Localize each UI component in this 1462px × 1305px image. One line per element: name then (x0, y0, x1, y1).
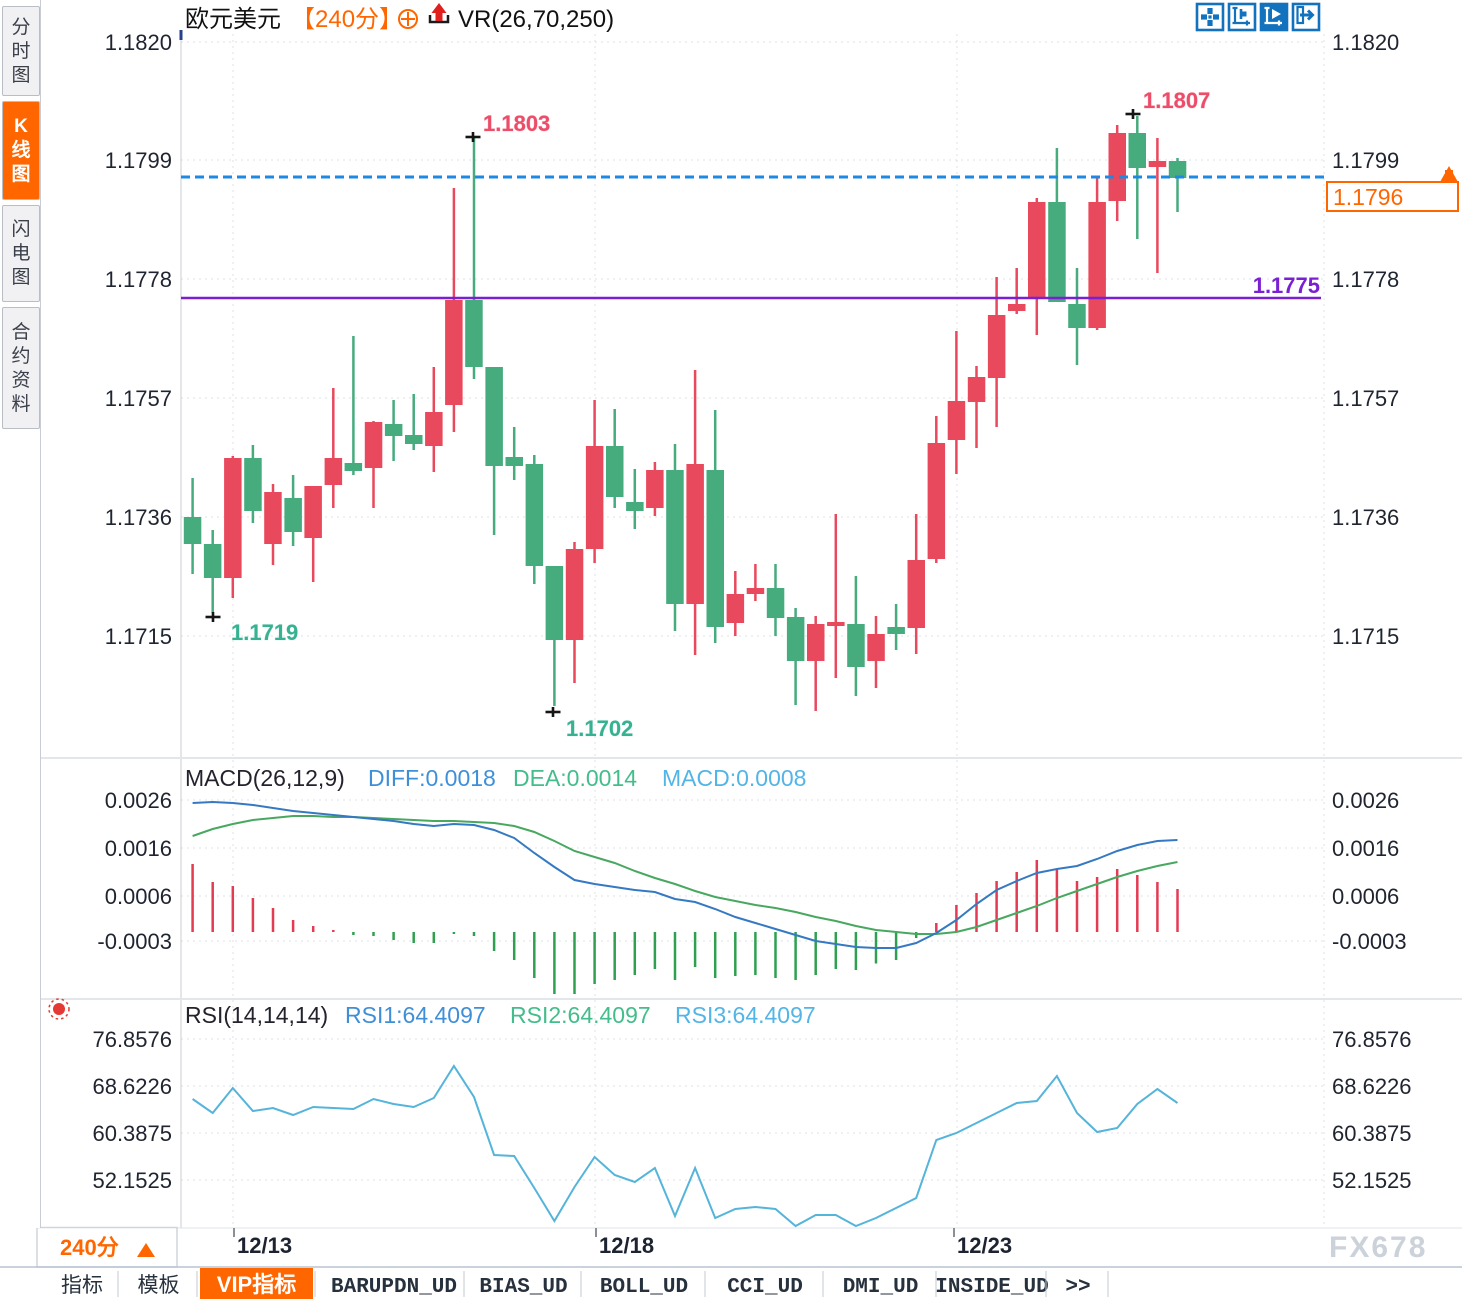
svg-text:-0.0003: -0.0003 (97, 929, 172, 954)
svg-text:BIAS_UD: BIAS_UD (479, 1276, 567, 1299)
svg-text:1.1820: 1.1820 (105, 30, 172, 55)
svg-text:1.1736: 1.1736 (105, 505, 172, 530)
svg-text:RSI(14,14,14): RSI(14,14,14) (185, 1002, 328, 1028)
svg-text:【240分】: 【240分】 (291, 6, 403, 33)
svg-text:60.3875: 60.3875 (92, 1121, 172, 1146)
svg-text:1.1715: 1.1715 (105, 624, 172, 649)
svg-text:1.1719: 1.1719 (231, 620, 298, 645)
svg-text:1.1702: 1.1702 (566, 716, 633, 741)
svg-text:VR(26,70,250): VR(26,70,250) (458, 6, 614, 33)
svg-text:欧元美元: 欧元美元 (185, 6, 281, 33)
svg-text:0.0016: 0.0016 (105, 836, 172, 861)
svg-text:RSI3:64.4097: RSI3:64.4097 (675, 1002, 816, 1028)
svg-text:DEA:0.0014: DEA:0.0014 (513, 765, 637, 791)
svg-text:RSI1:64.4097: RSI1:64.4097 (345, 1002, 486, 1028)
svg-text:52.1525: 52.1525 (1332, 1168, 1412, 1193)
svg-text:12/23: 12/23 (957, 1233, 1012, 1258)
svg-text:CCI_UD: CCI_UD (727, 1276, 803, 1299)
svg-text:52.1525: 52.1525 (92, 1168, 172, 1193)
svg-text:BARUPDN_UD: BARUPDN_UD (331, 1276, 457, 1299)
svg-text:76.8576: 76.8576 (92, 1027, 172, 1052)
svg-text:12/18: 12/18 (599, 1233, 654, 1258)
svg-text:1.1736: 1.1736 (1332, 505, 1399, 530)
svg-text:68.6226: 68.6226 (92, 1074, 172, 1099)
svg-text:1.1715: 1.1715 (1332, 624, 1399, 649)
svg-text:INSIDE_UD: INSIDE_UD (935, 1276, 1048, 1299)
svg-text:模板: 模板 (138, 1274, 180, 1297)
svg-text:1.1799: 1.1799 (105, 148, 172, 173)
svg-text:1.1778: 1.1778 (105, 267, 172, 292)
svg-text:60.3875: 60.3875 (1332, 1121, 1412, 1146)
svg-text:指标: 指标 (61, 1274, 103, 1297)
svg-text:1.1757: 1.1757 (105, 386, 172, 411)
svg-text:1.1799: 1.1799 (1332, 148, 1399, 173)
svg-text:DIFF:0.0018: DIFF:0.0018 (368, 765, 496, 791)
svg-text:1.1807: 1.1807 (1143, 88, 1210, 113)
svg-text:1.1778: 1.1778 (1332, 267, 1399, 292)
svg-text:MACD:0.0008: MACD:0.0008 (662, 765, 806, 791)
svg-text:-0.0003: -0.0003 (1332, 929, 1407, 954)
svg-text:RSI2:64.4097: RSI2:64.4097 (510, 1002, 651, 1028)
svg-text:>>: >> (1065, 1276, 1090, 1299)
svg-text:0.0026: 0.0026 (105, 788, 172, 813)
svg-text:1.1820: 1.1820 (1332, 30, 1399, 55)
svg-text:DMI_UD: DMI_UD (843, 1276, 919, 1299)
svg-text:FX678: FX678 (1329, 1231, 1427, 1264)
svg-text:1.1757: 1.1757 (1332, 386, 1399, 411)
svg-text:0.0006: 0.0006 (1332, 884, 1399, 909)
svg-text:1.1775: 1.1775 (1253, 273, 1320, 298)
svg-text:0.0016: 0.0016 (1332, 836, 1399, 861)
svg-text:240分: 240分 (60, 1235, 119, 1260)
svg-text:1.1796: 1.1796 (1333, 184, 1403, 210)
svg-text:0.0006: 0.0006 (105, 884, 172, 909)
svg-text:VIP指标: VIP指标 (217, 1272, 296, 1297)
svg-text:68.6226: 68.6226 (1332, 1074, 1412, 1099)
svg-text:MACD(26,12,9): MACD(26,12,9) (185, 765, 345, 791)
svg-text:12/13: 12/13 (237, 1233, 292, 1258)
svg-text:76.8576: 76.8576 (1332, 1027, 1412, 1052)
svg-text:0.0026: 0.0026 (1332, 788, 1399, 813)
svg-text:1.1803: 1.1803 (483, 111, 550, 136)
svg-text:BOLL_UD: BOLL_UD (600, 1276, 688, 1299)
